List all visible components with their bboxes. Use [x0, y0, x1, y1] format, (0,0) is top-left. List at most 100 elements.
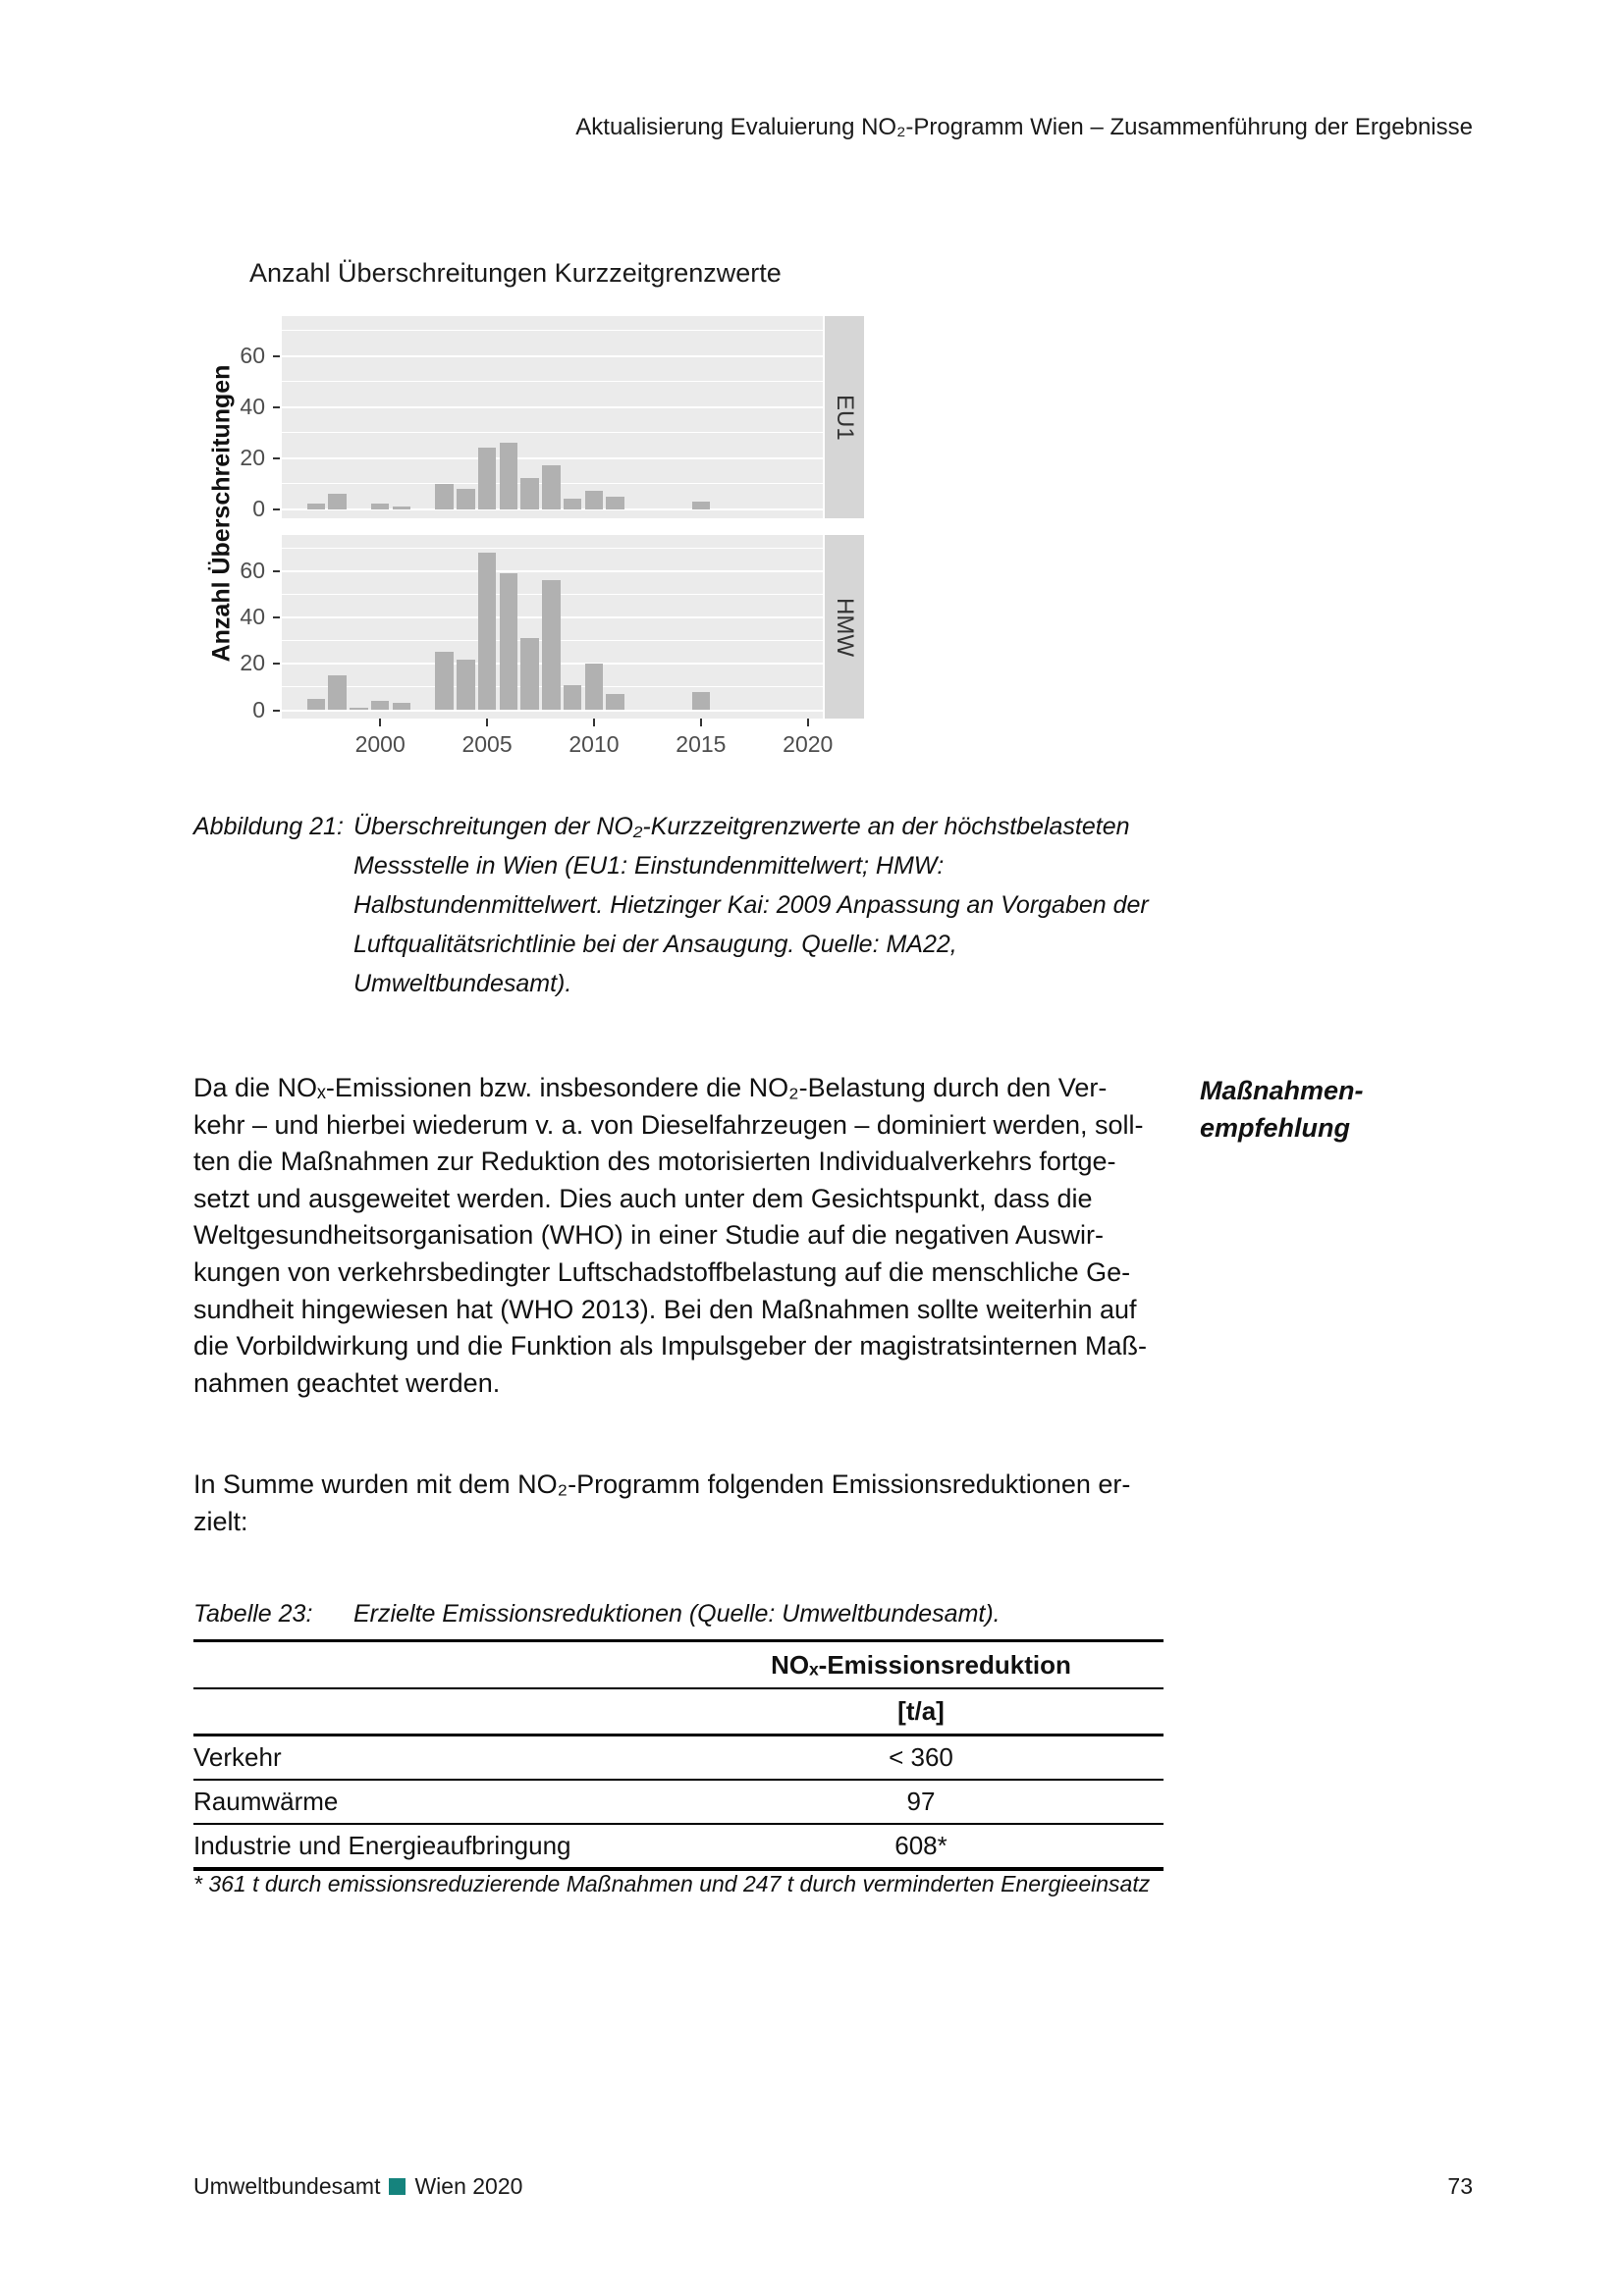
bar-eu1-1997	[306, 504, 326, 509]
bar-eu1-2007	[520, 478, 539, 509]
minor-gridline	[282, 381, 823, 383]
row-value: 608*	[678, 1824, 1164, 1871]
figure-caption-label: Abbildung 21:	[193, 813, 344, 840]
y-tick-mark	[273, 709, 280, 712]
x-tick-mark	[379, 719, 382, 726]
table-row: Raumwärme 97	[193, 1780, 1164, 1825]
bar-hmw-1999	[350, 708, 368, 711]
facet-strip-eu1: EU1	[825, 316, 864, 518]
table-caption-text: Erzielte Emissionsreduktionen (Quelle: U…	[353, 1600, 1001, 1628]
table-caption-label: Tabelle 23:	[193, 1600, 313, 1628]
footer-brand: Umweltbundesamt	[193, 2173, 381, 2199]
y-tick-mark	[273, 507, 280, 510]
minor-gridline	[282, 547, 823, 549]
major-gridline	[282, 569, 823, 572]
table-unit-cell: [t/a]	[678, 1688, 1164, 1736]
bar-eu1-2009	[563, 499, 582, 509]
y-tick-label: 0	[252, 696, 265, 722]
y-tick-mark	[273, 569, 280, 572]
y-tick-label: 60	[240, 557, 265, 583]
x-tick-mark	[806, 719, 809, 726]
bar-eu1-2006	[499, 443, 518, 509]
table-unit-row: [t/a]	[193, 1688, 1164, 1736]
bar-hmw-2011	[606, 693, 624, 711]
bar-hmw-2003	[435, 652, 454, 711]
brand-square-icon	[389, 2178, 406, 2195]
bar-eu1-1998	[328, 494, 347, 509]
row-label: Raumwärme	[193, 1780, 678, 1825]
bar-eu1-2000	[370, 504, 390, 509]
emissions-table: NOₓ-Emissionsreduktion [t/a] Verkehr < 3…	[193, 1639, 1164, 1871]
bar-hmw-2007	[520, 638, 539, 711]
bar-hmw-2010	[584, 664, 604, 711]
body-paragraph-1: Da die NOₓ-Emissionen bzw. insbesondere …	[193, 1073, 1147, 1398]
y-tick-label: 60	[240, 342, 265, 368]
bar-hmw-2001	[392, 703, 411, 711]
table-header-cell: NOₓ-Emissionsreduktion	[678, 1639, 1164, 1689]
bar-eu1-2015	[691, 501, 711, 509]
x-tick-label: 2010	[568, 731, 620, 757]
facet-strip-hmw: HMW	[825, 535, 864, 719]
page-footer: Umweltbundesamt Wien 2020 73	[193, 2173, 1473, 2200]
bar-eu1-2001	[392, 507, 411, 509]
running-header: Aktualisierung Evaluierung NO₂-Programm …	[575, 114, 1473, 140]
y-tick-label: 0	[252, 495, 265, 521]
figure-caption: Abbildung 21: Überschreitungen der NO₂-K…	[193, 807, 1175, 1003]
body-paragraph-2: In Summe wurden mit dem NO₂-Programm fol…	[193, 1469, 1131, 1536]
bar-hmw-2006	[499, 573, 518, 711]
y-tick-label: 40	[240, 604, 265, 630]
major-gridline	[282, 354, 823, 357]
bar-hmw-2015	[691, 691, 711, 711]
bar-eu1-2008	[542, 465, 561, 509]
table-footnote: * 361 t durch emissionsreduzierende Maßn…	[193, 1871, 1151, 1896]
y-tick-mark	[273, 405, 280, 408]
bar-eu1-2003	[435, 483, 454, 509]
minor-gridline	[282, 432, 823, 434]
bar-hmw-2005	[477, 552, 497, 711]
minor-gridline	[282, 330, 823, 332]
x-tick-mark	[486, 719, 489, 726]
page-number: 73	[1447, 2173, 1473, 2199]
bar-eu1-2010	[584, 491, 604, 509]
x-tick-mark	[592, 719, 595, 726]
y-tick-label: 40	[240, 393, 265, 419]
chart: Anzahl Überschreitungen Kurzzeitgrenzwer…	[187, 248, 874, 788]
facet-strip-label: HMW	[832, 597, 858, 657]
row-label: Verkehr	[193, 1735, 678, 1781]
y-tick-mark	[273, 354, 280, 357]
y-tick-mark	[273, 663, 280, 666]
facet-strip-label: EU1	[832, 394, 858, 441]
table-header-row: NOₓ-Emissionsreduktion	[193, 1639, 1164, 1689]
bar-hmw-2008	[542, 580, 561, 711]
x-tick-mark	[699, 719, 702, 726]
x-tick-label: 2000	[354, 731, 406, 757]
x-tick-label: 2005	[461, 731, 513, 757]
bar-eu1-2005	[477, 448, 497, 509]
bar-hmw-2004	[457, 659, 475, 711]
chart-title: Anzahl Überschreitungen Kurzzeitgrenzwer…	[249, 258, 782, 288]
major-gridline	[282, 507, 823, 510]
margin-note: Maßnahmen- empfehlung	[1200, 1076, 1364, 1143]
major-gridline	[282, 456, 823, 459]
table-header-empty-cell	[193, 1639, 678, 1689]
figure-caption-text: Überschreitungen der NO₂-Kurzzeitgrenzwe…	[353, 813, 1149, 997]
row-value: 97	[678, 1780, 1164, 1825]
bar-hmw-2009	[563, 684, 582, 711]
table-row: Industrie und Energieaufbringung 608*	[193, 1824, 1164, 1871]
major-gridline	[282, 709, 823, 712]
table-unit-empty-cell	[193, 1688, 678, 1736]
bar-hmw-1997	[306, 698, 326, 711]
row-value: < 360	[678, 1735, 1164, 1781]
x-tick-label: 2015	[676, 731, 727, 757]
x-tick-label: 2020	[783, 731, 834, 757]
row-label: Industrie und Energieaufbringung	[193, 1824, 678, 1871]
y-tick-mark	[273, 616, 280, 619]
bar-hmw-2000	[370, 701, 390, 711]
footer-city-year: Wien 2020	[414, 2173, 523, 2199]
y-tick-label: 20	[240, 444, 265, 470]
table-caption: Tabelle 23: Erzielte Emissionsreduktione…	[193, 1600, 1175, 1629]
table-row: Verkehr < 360	[193, 1735, 1164, 1781]
major-gridline	[282, 405, 823, 408]
bar-hmw-1998	[328, 675, 347, 711]
